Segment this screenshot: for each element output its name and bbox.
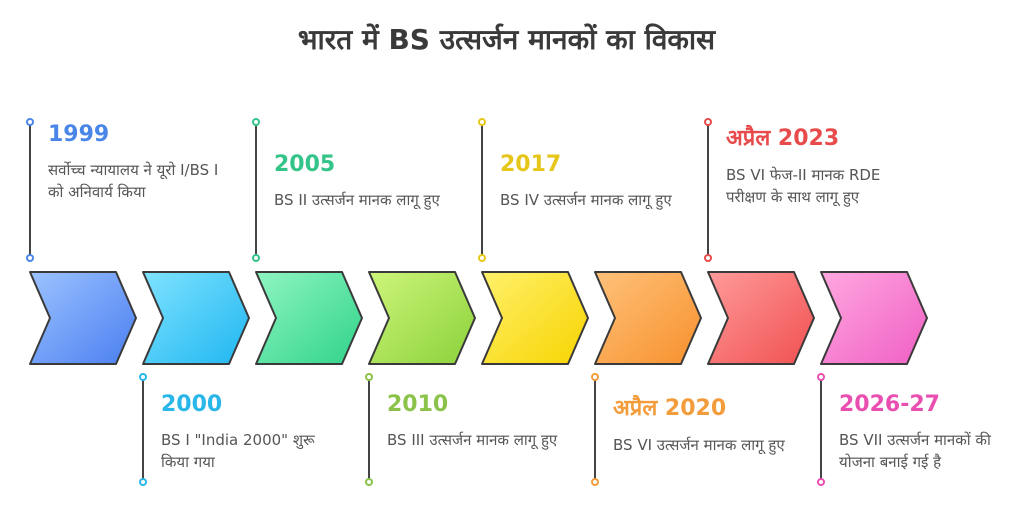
event-description: सर्वोच्च न्यायालय ने यूरो I/BS I को अनिव… <box>48 161 219 201</box>
event-year: अप्रैल 2020 <box>613 396 727 421</box>
event-year: 2017 <box>500 152 562 177</box>
event-year: अप्रैल 2023 <box>726 126 840 151</box>
chevron-6 <box>594 271 702 365</box>
timeline-event: अप्रैल 2020 BS VI उत्सर्जन मानक लागू हुए <box>613 392 789 456</box>
connector-line <box>29 122 31 258</box>
connector-dot <box>252 118 260 126</box>
connector-line <box>142 377 144 482</box>
chevron-3 <box>255 271 363 365</box>
event-year: 2000 <box>161 392 223 417</box>
timeline-event: 2026-27 BS VII उत्सर्जन मानकों की योजना ब… <box>839 392 1007 473</box>
timeline-event: 2005 BS II उत्सर्जन मानक लागू हुए <box>274 152 450 211</box>
connector-dot <box>704 254 712 262</box>
chevron-1 <box>29 271 137 365</box>
connector-dot <box>26 254 34 262</box>
event-description: BS III उत्सर्जन मानक लागू हुए <box>387 431 558 449</box>
timeline-event: अप्रैल 2023 BS VI फेज-II मानक RDE परीक्षण… <box>726 122 902 208</box>
connector-dot <box>139 373 147 381</box>
timeline-event: 2010 BS III उत्सर्जन मानक लागू हुए <box>387 392 563 451</box>
connector-dot <box>704 118 712 126</box>
connector-dot <box>591 478 599 486</box>
timeline-event: 2000 BS I "India 2000" शुरू किया गया <box>161 392 337 473</box>
connector-dot <box>478 118 486 126</box>
event-description: BS I "India 2000" शुरू किया गया <box>161 431 315 471</box>
event-year: 2026-27 <box>839 392 940 417</box>
connector-dot <box>478 254 486 262</box>
connector-line <box>255 122 257 258</box>
event-description: BS VII उत्सर्जन मानकों की योजना बनाई गई … <box>839 431 991 471</box>
event-year: 2005 <box>274 152 336 177</box>
connector-line <box>707 122 709 258</box>
timeline-event: 2017 BS IV उत्सर्जन मानक लागू हुए <box>500 152 676 211</box>
timeline-event: 1999 सर्वोच्च न्यायालय ने यूरो I/BS I को … <box>48 122 224 203</box>
event-year: 1999 <box>48 122 110 147</box>
connector-line <box>481 122 483 258</box>
chevron-5 <box>481 271 589 365</box>
event-description: BS II उत्सर्जन मानक लागू हुए <box>274 191 440 209</box>
event-year: 2010 <box>387 392 449 417</box>
connector-dot <box>365 373 373 381</box>
connector-dot <box>26 118 34 126</box>
chevron-8 <box>820 271 928 365</box>
connector-dot <box>252 254 260 262</box>
connector-dot <box>817 478 825 486</box>
connector-dot <box>817 373 825 381</box>
connector-line <box>368 377 370 482</box>
chevron-2 <box>142 271 250 365</box>
chevron-4 <box>368 271 476 365</box>
event-description: BS IV उत्सर्जन मानक लागू हुए <box>500 191 672 209</box>
connector-line <box>820 377 822 482</box>
event-description: BS VI फेज-II मानक RDE परीक्षण के साथ लाग… <box>726 166 881 206</box>
event-description: BS VI उत्सर्जन मानक लागू हुए <box>613 436 785 454</box>
connector-line <box>594 377 596 482</box>
chevron-7 <box>707 271 815 365</box>
connector-dot <box>591 373 599 381</box>
connector-dot <box>139 478 147 486</box>
connector-dot <box>365 478 373 486</box>
page-title: भारत में BS उत्सर्जन मानकों का विकास <box>297 23 716 56</box>
